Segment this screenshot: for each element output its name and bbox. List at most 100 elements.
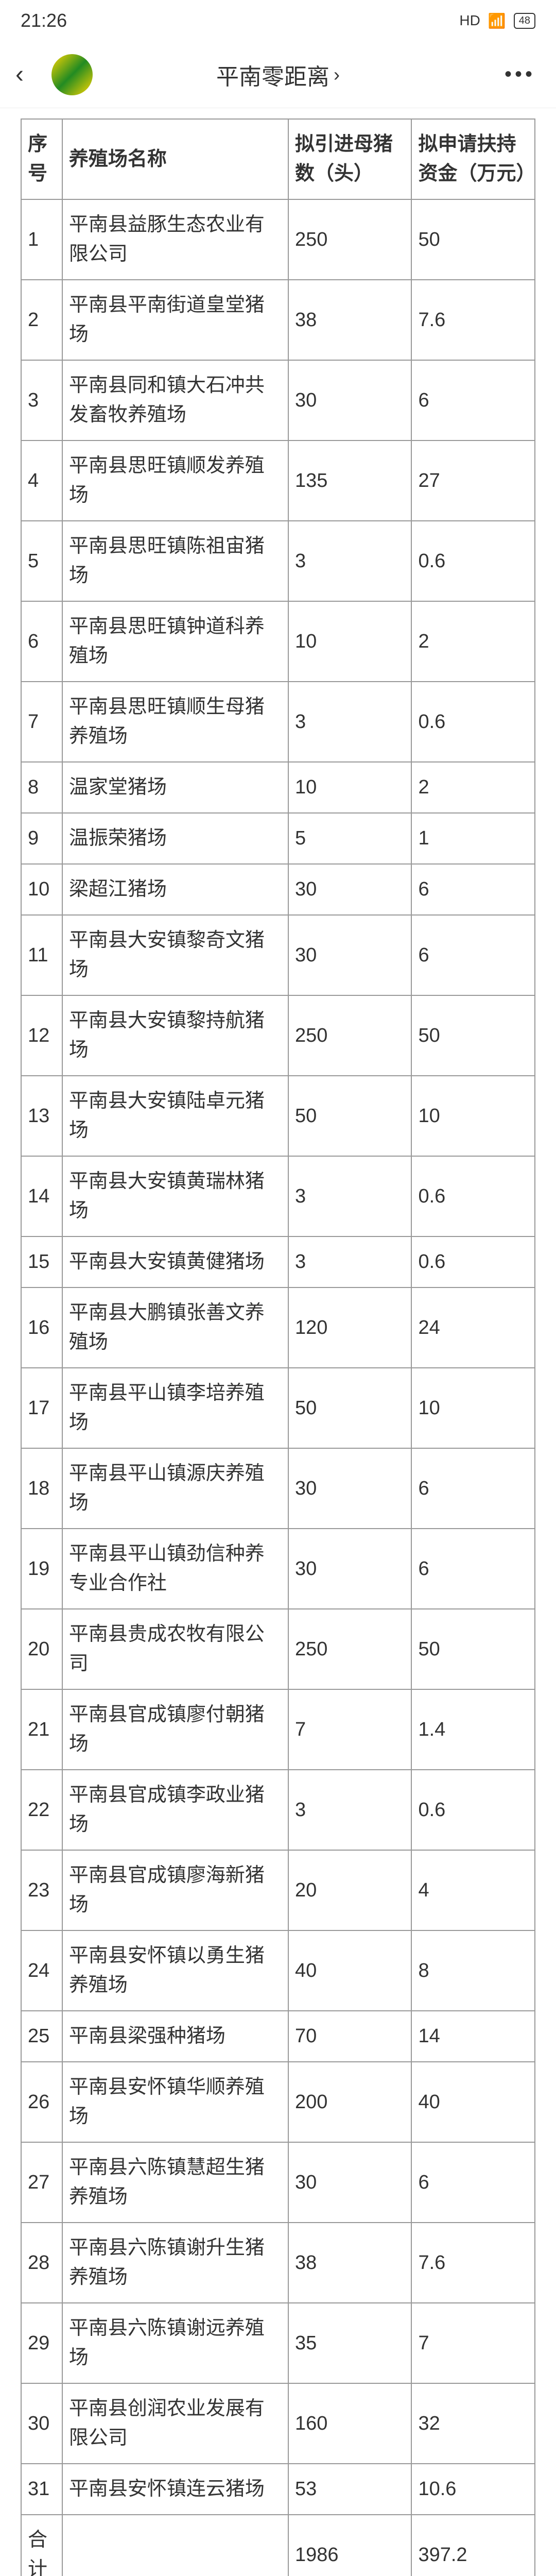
cell-count: 160	[288, 2383, 412, 2464]
cell-seq: 15	[21, 1236, 62, 1287]
cell-name: 平南县大安镇黎奇文猪场	[62, 915, 288, 995]
table-row: 22平南县官成镇李政业猪场30.6	[21, 1770, 535, 1850]
cell-seq: 18	[21, 1448, 62, 1529]
cell-seq: 13	[21, 1076, 62, 1156]
table-row: 7平南县思旺镇顺生母猪养殖场30.6	[21, 682, 535, 762]
cell-seq: 6	[21, 601, 62, 682]
title-arrow-icon[interactable]: ›	[334, 64, 340, 86]
cell-seq: 7	[21, 682, 62, 762]
cell-seq: 5	[21, 521, 62, 601]
cell-count: 30	[288, 915, 412, 995]
cell-fund: 0.6	[411, 682, 535, 762]
cell-fund: 1.4	[411, 1689, 535, 1770]
status-icons: HD 📶 48	[459, 12, 535, 29]
table-row: 12平南县大安镇黎持航猪场25050	[21, 995, 535, 1076]
cell-count: 30	[288, 360, 412, 440]
table-row: 9温振荣猪场51	[21, 813, 535, 864]
table-row: 5平南县思旺镇陈祖宙猪场30.6	[21, 521, 535, 601]
table-row: 11平南县大安镇黎奇文猪场306	[21, 915, 535, 995]
cell-count: 250	[288, 199, 412, 280]
cell-total-empty	[62, 2515, 288, 2576]
cell-name: 平南县安怀镇华顺养殖场	[62, 2062, 288, 2142]
cell-fund: 7.6	[411, 280, 535, 360]
cell-seq: 4	[21, 440, 62, 521]
hd-icon: HD	[459, 12, 480, 29]
avatar[interactable]	[51, 54, 93, 95]
cell-seq: 11	[21, 915, 62, 995]
table-total-row: 合计1986397.2	[21, 2515, 535, 2576]
cell-fund: 6	[411, 1529, 535, 1609]
cell-name: 平南县官成镇廖付朝猪场	[62, 1689, 288, 1770]
cell-count: 38	[288, 280, 412, 360]
cell-seq: 25	[21, 2011, 62, 2062]
cell-count: 70	[288, 2011, 412, 2062]
cell-name: 平南县益豚生态农业有限公司	[62, 199, 288, 280]
cell-count: 30	[288, 1529, 412, 1609]
cell-fund: 32	[411, 2383, 535, 2464]
cell-count: 135	[288, 440, 412, 521]
cell-name: 平南县梁强种猪场	[62, 2011, 288, 2062]
more-icon[interactable]: •••	[505, 63, 535, 86]
cell-seq: 16	[21, 1287, 62, 1368]
table-row: 16平南县大鹏镇张善文养殖场12024	[21, 1287, 535, 1368]
cell-fund: 10.6	[411, 2464, 535, 2515]
cell-count: 40	[288, 1930, 412, 2011]
cell-name: 平南县官成镇李政业猪场	[62, 1770, 288, 1850]
cell-name: 平南县思旺镇陈祖宙猪场	[62, 521, 288, 601]
cell-seq: 3	[21, 360, 62, 440]
back-icon[interactable]: ‹	[15, 60, 24, 89]
header-name: 养殖场名称	[62, 119, 288, 199]
header-count: 拟引进母猪 数（头）	[288, 119, 412, 199]
cell-fund: 24	[411, 1287, 535, 1368]
table-row: 6平南县思旺镇钟道科养殖场102	[21, 601, 535, 682]
cell-seq: 22	[21, 1770, 62, 1850]
cell-total-fund: 397.2	[411, 2515, 535, 2576]
cell-name: 平南县思旺镇钟道科养殖场	[62, 601, 288, 682]
table-row: 30平南县创润农业发展有限公司16032	[21, 2383, 535, 2464]
cell-name: 平南县六陈镇慧超生猪养殖场	[62, 2142, 288, 2223]
cell-fund: 4	[411, 1850, 535, 1930]
cell-name: 平南县贵成农牧有限公司	[62, 1609, 288, 1689]
cell-fund: 10	[411, 1076, 535, 1156]
table-row: 14平南县大安镇黄瑞林猪场30.6	[21, 1156, 535, 1236]
cell-seq: 12	[21, 995, 62, 1076]
page-title[interactable]: 平南零距离	[216, 58, 329, 91]
cell-name: 平南县大安镇黎持航猪场	[62, 995, 288, 1076]
cell-seq: 8	[21, 762, 62, 813]
cell-fund: 6	[411, 1448, 535, 1529]
cell-seq: 10	[21, 864, 62, 915]
cell-seq: 23	[21, 1850, 62, 1930]
cell-count: 3	[288, 1770, 412, 1850]
cell-count: 120	[288, 1287, 412, 1368]
cell-fund: 6	[411, 915, 535, 995]
table-row: 19平南县平山镇劲信种养专业合作社306	[21, 1529, 535, 1609]
table-row: 15平南县大安镇黄健猪场30.6	[21, 1236, 535, 1287]
content-area: 序号 养殖场名称 拟引进母猪 数（头） 拟申请扶持资金（万元） 1平南县益豚生态…	[0, 108, 556, 2576]
cell-count: 5	[288, 813, 412, 864]
cell-name: 平南县创润农业发展有限公司	[62, 2383, 288, 2464]
cell-fund: 6	[411, 360, 535, 440]
cell-fund: 0.6	[411, 521, 535, 601]
cell-fund: 0.6	[411, 1770, 535, 1850]
cell-count: 3	[288, 1236, 412, 1287]
signal-icon: 📶	[488, 12, 506, 29]
cell-fund: 0.6	[411, 1236, 535, 1287]
cell-fund: 6	[411, 864, 535, 915]
cell-count: 3	[288, 1156, 412, 1236]
cell-name: 平南县大鹏镇张善文养殖场	[62, 1287, 288, 1368]
cell-fund: 10	[411, 1368, 535, 1448]
cell-name: 平南县平山镇源庆养殖场	[62, 1448, 288, 1529]
cell-count: 200	[288, 2062, 412, 2142]
cell-count: 3	[288, 521, 412, 601]
table-row: 25平南县梁强种猪场7014	[21, 2011, 535, 2062]
cell-name: 平南县思旺镇顺生母猪养殖场	[62, 682, 288, 762]
cell-seq: 14	[21, 1156, 62, 1236]
cell-name: 平南县六陈镇谢升生猪养殖场	[62, 2223, 288, 2303]
table-row: 1平南县益豚生态农业有限公司25050	[21, 199, 535, 280]
cell-seq: 21	[21, 1689, 62, 1770]
table-row: 29平南县六陈镇谢远养殖场357	[21, 2303, 535, 2383]
cell-fund: 50	[411, 199, 535, 280]
app-header: ‹ 平南零距离 › •••	[0, 41, 556, 108]
cell-fund: 6	[411, 2142, 535, 2223]
table-row: 21平南县官成镇廖付朝猪场71.4	[21, 1689, 535, 1770]
